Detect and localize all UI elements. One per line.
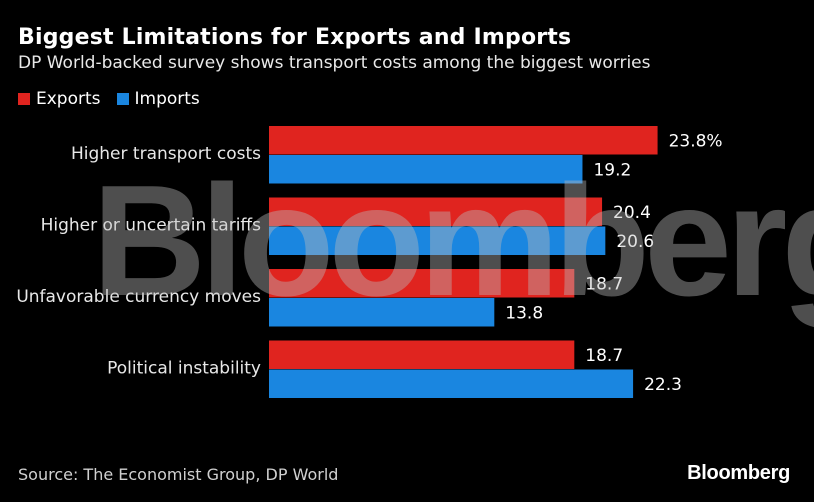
bar-exports-political-instability: [269, 340, 575, 369]
value-label-imports-higher-or-uncertain-tariffs: 20.6: [616, 232, 654, 252]
value-label-imports-higher-transport-costs: 19.2: [593, 161, 631, 181]
legend-label-exports: Exports: [36, 89, 101, 109]
bar-imports-political-instability: [269, 369, 634, 398]
chart-subtitle: DP World-backed survey shows transport c…: [18, 53, 651, 73]
category-label-higher-transport-costs: Higher transport costs: [71, 144, 261, 164]
chart-title: Biggest Limitations for Exports and Impo…: [18, 25, 572, 50]
legend-swatch-imports: [116, 93, 129, 105]
category-label-unfavorable-currency-moves: Unfavorable currency moves: [16, 287, 261, 307]
category-label-higher-or-uncertain-tariffs: Higher or uncertain tariffs: [41, 216, 262, 236]
bar-imports-higher-transport-costs: [269, 155, 583, 184]
value-label-exports-unfavorable-currency-moves: 18.7: [585, 275, 623, 295]
bloomberg-logo: Bloomberg: [687, 462, 790, 484]
bar-imports-unfavorable-currency-moves: [269, 298, 495, 327]
source-note: Source: The Economist Group, DP World: [18, 465, 339, 484]
legend-swatch-exports: [18, 93, 30, 105]
category-label-political-instability: Political instability: [107, 359, 261, 379]
bar-exports-higher-transport-costs: [269, 126, 658, 155]
bar-imports-higher-or-uncertain-tariffs: [269, 226, 606, 255]
bar-exports-higher-or-uncertain-tariffs: [269, 197, 603, 226]
legend-item-imports: Imports: [116, 89, 200, 109]
value-label-imports-political-instability: 22.3: [644, 375, 682, 395]
legend-item-exports: Exports: [18, 89, 101, 109]
value-label-exports-political-instability: 18.7: [585, 346, 623, 366]
value-label-exports-higher-transport-costs: 23.8%: [669, 132, 723, 152]
bar-exports-unfavorable-currency-moves: [269, 269, 575, 298]
value-label-exports-higher-or-uncertain-tariffs: 20.4: [613, 203, 651, 223]
value-label-imports-unfavorable-currency-moves: 13.8: [505, 304, 543, 324]
legend-label-imports: Imports: [134, 89, 200, 109]
legend: Exports Imports: [18, 89, 216, 109]
